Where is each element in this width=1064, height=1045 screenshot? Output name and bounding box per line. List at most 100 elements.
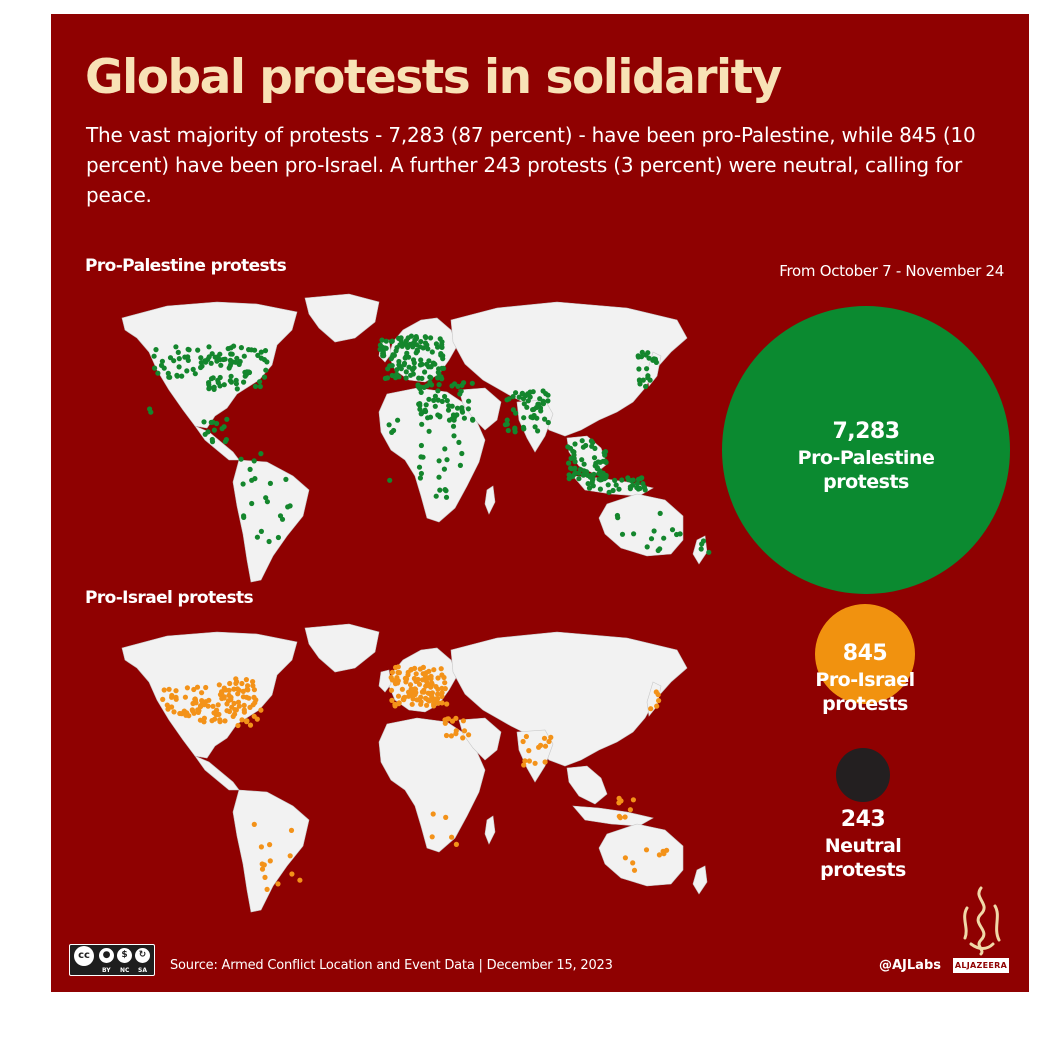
protest-dot <box>423 334 429 341</box>
protest-dot <box>405 335 411 341</box>
protest-dot <box>419 421 425 427</box>
protest-dot <box>435 700 441 706</box>
protest-dot <box>580 444 586 450</box>
protest-dot <box>606 489 612 495</box>
protest-dot <box>504 417 510 423</box>
protest-dot <box>535 428 541 434</box>
neutral-count: 243 <box>840 807 886 832</box>
protest-dot <box>275 881 281 887</box>
protest-dot <box>201 719 207 725</box>
protest-dot <box>206 697 212 703</box>
pro-israel-world-map <box>121 623 708 913</box>
protest-dot <box>214 420 220 427</box>
protest-dot <box>597 486 603 492</box>
protest-dot <box>579 457 585 463</box>
share-alike-icon: ↻ <box>135 948 150 963</box>
protest-dot <box>530 407 536 413</box>
protest-dot <box>226 692 232 698</box>
protest-dot <box>258 844 264 850</box>
protest-dot <box>630 860 636 866</box>
protest-dot <box>423 695 429 701</box>
protest-dot <box>382 345 388 351</box>
protest-dot <box>206 380 212 386</box>
protest-dot <box>631 531 637 537</box>
protest-dot <box>546 738 552 745</box>
page-title: Global protests in solidarity <box>85 50 782 105</box>
protest-dot <box>206 354 212 360</box>
protest-dot <box>254 534 260 540</box>
protest-dot <box>206 344 212 350</box>
protest-dot <box>262 874 268 880</box>
protest-dot <box>155 370 161 376</box>
pro-palestine-label-line1: Pro-Palestine <box>797 447 935 469</box>
protest-dot <box>227 680 233 687</box>
protest-dot <box>401 362 407 368</box>
protest-dot <box>656 852 663 858</box>
protest-dot <box>581 461 587 467</box>
ajlabs-handle[interactable]: @AJLabs <box>879 958 941 973</box>
protest-dot <box>164 702 170 708</box>
protest-dot <box>526 748 532 754</box>
protest-dot <box>191 686 197 693</box>
protest-dot <box>414 348 420 354</box>
protest-dot <box>215 702 221 708</box>
protest-dot <box>391 352 397 358</box>
protest-dot <box>233 381 239 387</box>
protest-dot <box>283 476 289 482</box>
protest-dot <box>457 462 463 468</box>
protest-dot <box>192 371 198 377</box>
protest-dot <box>251 458 257 464</box>
protest-dot <box>565 444 571 450</box>
protest-dot <box>175 349 181 355</box>
protest-dot <box>545 392 551 398</box>
pro-israel-bubble <box>815 604 915 704</box>
protest-dot <box>542 743 549 749</box>
greenland <box>304 623 380 673</box>
protest-dot <box>452 414 458 420</box>
protest-dot <box>615 515 621 521</box>
africa <box>378 717 486 853</box>
aljazeera-logo[interactable]: ALJAZEERA <box>951 884 1011 976</box>
protest-dot <box>391 427 397 434</box>
protest-dot <box>654 703 660 709</box>
protest-dot <box>454 405 461 411</box>
protest-dot <box>240 694 246 700</box>
protest-dot <box>173 694 179 700</box>
protest-dot <box>505 427 511 434</box>
protest-dot <box>417 402 423 409</box>
protest-dot <box>231 700 237 706</box>
protest-dot <box>244 718 250 724</box>
protest-dot <box>580 472 586 478</box>
protest-dot <box>173 344 179 350</box>
creative-commons-license-badge[interactable]: cc ● $ ↻ BY NC SA <box>69 944 155 976</box>
protest-dot <box>239 680 245 687</box>
protest-dot <box>594 465 600 471</box>
protest-dot <box>287 503 293 509</box>
protest-dot <box>240 481 246 487</box>
protest-dot <box>235 699 242 705</box>
protest-dot <box>221 382 227 388</box>
protest-dot <box>252 383 259 389</box>
protest-dot <box>228 373 234 379</box>
protest-dot <box>426 668 432 674</box>
protest-dot <box>642 487 648 493</box>
protest-dot <box>161 687 167 693</box>
protest-dot <box>221 685 227 691</box>
protest-dot <box>600 458 606 464</box>
north-america <box>121 631 298 759</box>
protest-dot <box>427 364 433 370</box>
protest-dot <box>430 811 436 817</box>
protest-dot <box>421 384 427 390</box>
license-sa: SA <box>138 967 147 974</box>
protest-dot <box>435 388 441 394</box>
protest-dot <box>427 414 434 420</box>
protest-dot <box>652 356 659 362</box>
protest-dot <box>634 481 641 487</box>
attribution-icon: ● <box>99 948 114 963</box>
protest-dot <box>439 376 445 382</box>
protest-dot <box>197 704 204 710</box>
protest-dot <box>465 406 471 412</box>
protest-dot <box>262 348 269 354</box>
protest-dot <box>216 711 222 717</box>
india <box>516 729 554 783</box>
